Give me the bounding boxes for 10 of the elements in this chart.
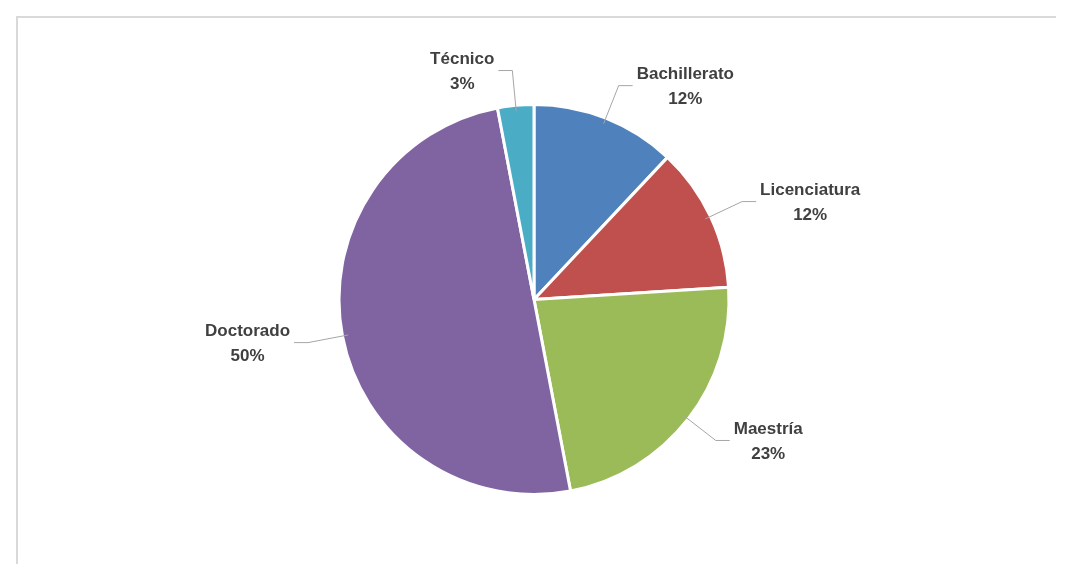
slice-label: Bachillerato <box>636 64 734 84</box>
data-label: 50% <box>230 346 265 366</box>
data-label: 3% <box>449 74 475 94</box>
data-label: 12% <box>793 205 828 225</box>
slice-label: Doctorado <box>205 321 291 341</box>
slice-label: Licenciatura <box>760 180 861 200</box>
slice-label: Técnico <box>430 49 495 69</box>
slice-label: Maestría <box>733 419 804 439</box>
data-label: 23% <box>751 444 786 464</box>
data-label: 12% <box>668 89 703 109</box>
